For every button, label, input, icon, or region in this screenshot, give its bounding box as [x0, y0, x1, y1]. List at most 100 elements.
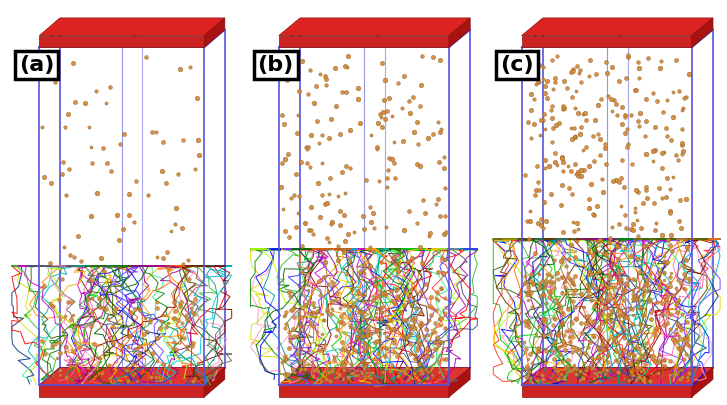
- Point: [626, 306, 638, 313]
- Point: [601, 296, 613, 303]
- Point: [422, 368, 433, 375]
- Point: [534, 292, 546, 299]
- Point: [409, 356, 421, 362]
- Point: [518, 339, 530, 345]
- Point: [597, 344, 608, 351]
- Point: [537, 375, 549, 382]
- Point: [656, 149, 668, 156]
- Point: [523, 291, 534, 298]
- Point: [411, 119, 422, 126]
- Point: [647, 353, 659, 359]
- Point: [621, 314, 632, 320]
- Point: [644, 271, 656, 277]
- Point: [519, 273, 531, 279]
- Point: [558, 78, 570, 84]
- Point: [369, 282, 381, 289]
- Point: [189, 374, 201, 381]
- Point: [651, 298, 663, 305]
- Point: [601, 251, 612, 257]
- Point: [278, 313, 290, 320]
- Point: [557, 102, 569, 109]
- Point: [627, 371, 638, 378]
- Point: [605, 295, 616, 302]
- Point: [95, 255, 107, 262]
- Point: [553, 344, 565, 350]
- Point: [595, 95, 606, 102]
- Point: [523, 355, 534, 362]
- Point: [557, 274, 569, 281]
- Point: [435, 286, 446, 292]
- Point: [299, 220, 310, 226]
- Point: [151, 305, 163, 311]
- Point: [612, 303, 624, 309]
- Point: [662, 292, 674, 298]
- Point: [549, 339, 561, 346]
- Point: [569, 161, 581, 168]
- Point: [587, 319, 599, 325]
- Point: [596, 320, 608, 326]
- Point: [316, 310, 328, 317]
- Point: [540, 280, 552, 286]
- Point: [671, 364, 683, 371]
- Point: [185, 305, 197, 311]
- Point: [370, 295, 382, 301]
- Point: [406, 255, 418, 261]
- Point: [359, 363, 371, 369]
- Point: [330, 103, 342, 109]
- Point: [340, 346, 351, 353]
- Point: [539, 278, 551, 284]
- Point: [627, 221, 638, 228]
- Point: [526, 91, 537, 98]
- Point: [412, 140, 424, 147]
- Point: [533, 79, 545, 85]
- Point: [177, 224, 188, 231]
- Point: [583, 249, 595, 256]
- Point: [434, 322, 446, 329]
- Point: [79, 99, 91, 106]
- Point: [433, 337, 445, 344]
- Point: [163, 363, 174, 370]
- Point: [634, 322, 646, 328]
- Point: [593, 102, 604, 108]
- Point: [630, 295, 642, 302]
- Point: [93, 294, 105, 301]
- Point: [380, 345, 392, 352]
- Point: [534, 302, 546, 309]
- Point: [554, 350, 566, 357]
- Point: [620, 225, 632, 232]
- Point: [670, 152, 682, 158]
- Point: [420, 281, 432, 288]
- Point: [563, 275, 575, 281]
- Point: [672, 276, 683, 283]
- Point: [433, 369, 445, 376]
- Point: [130, 345, 142, 352]
- Point: [440, 365, 451, 372]
- Point: [613, 369, 624, 375]
- Point: [284, 328, 295, 335]
- Point: [316, 331, 328, 337]
- Point: [634, 303, 646, 309]
- Point: [59, 124, 71, 130]
- Point: [378, 96, 390, 103]
- Point: [570, 316, 582, 322]
- Point: [619, 313, 631, 320]
- Point: [278, 121, 290, 127]
- Point: [623, 350, 635, 356]
- Point: [594, 237, 606, 243]
- Point: [392, 286, 403, 292]
- Point: [664, 371, 676, 378]
- Point: [429, 345, 441, 352]
- Point: [296, 159, 308, 165]
- Point: [427, 364, 438, 371]
- Point: [627, 275, 639, 282]
- Point: [615, 175, 627, 181]
- Point: [672, 345, 683, 352]
- Point: [562, 270, 574, 277]
- Point: [616, 311, 628, 318]
- Point: [422, 332, 434, 339]
- Point: [672, 297, 683, 303]
- Point: [611, 243, 623, 249]
- Point: [324, 175, 336, 181]
- Point: [574, 368, 586, 375]
- Point: [340, 190, 351, 196]
